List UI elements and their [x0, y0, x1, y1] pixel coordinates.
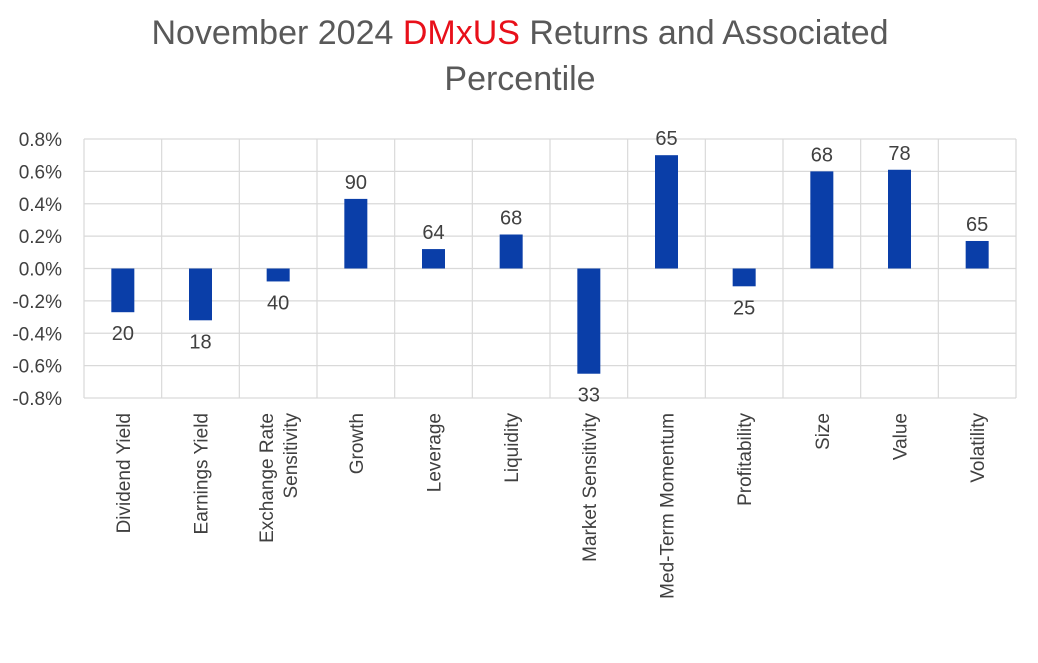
data-label: 68	[500, 208, 522, 230]
y-tick-label: -0.6%	[12, 357, 62, 378]
data-label: 65	[966, 214, 988, 236]
category-label-line: Earnings Yield	[192, 413, 213, 534]
y-tick-label: 0.6%	[19, 162, 62, 183]
y-tick-label: 0.0%	[19, 260, 62, 281]
category-label-line: Dividend Yield	[114, 413, 135, 533]
data-label: 18	[189, 331, 211, 353]
category-label: Profitability	[735, 413, 756, 506]
bar	[266, 268, 290, 282]
data-label: 65	[655, 128, 677, 150]
chart-title-highlight: DMxUS	[402, 14, 520, 52]
category-label-line: Size	[813, 413, 834, 450]
bar	[810, 171, 834, 269]
data-label: 64	[422, 222, 444, 244]
data-label: 33	[578, 385, 600, 407]
bar	[888, 169, 911, 269]
category-label: Med-Term Momentum	[658, 413, 679, 599]
bar	[344, 198, 368, 269]
data-label: 25	[733, 297, 755, 319]
category-label-line: Leverage	[425, 413, 446, 492]
category-label: Growth	[347, 413, 368, 474]
category-label-line: Growth	[347, 413, 368, 474]
data-label: 90	[345, 172, 367, 194]
x-axis-labels: Dividend Yield Earnings Yield Exchange Rat…	[114, 413, 989, 599]
category-label: Market Sensitivity	[580, 413, 601, 562]
category-label-line: Value	[891, 413, 912, 460]
y-axis-ticks: 0.8% 0.6% 0.4% 0.2% 0.0% -0.2% -0.4% -0.6% -0.8%	[12, 130, 62, 410]
bar	[577, 268, 601, 374]
bar	[189, 268, 212, 321]
category-label-line: Sensitivity	[281, 413, 302, 499]
category-label: Leverage	[425, 413, 446, 492]
bar	[655, 155, 678, 269]
y-tick-label: 0.4%	[19, 195, 62, 216]
y-tick-label: -0.2%	[12, 292, 62, 313]
y-tick-label: -0.8%	[12, 389, 62, 410]
bar	[965, 240, 989, 269]
bar	[499, 234, 523, 269]
y-tick-label: 0.2%	[19, 227, 62, 248]
category-label-line: Exchange Rate	[257, 413, 278, 543]
gridlines	[83, 138, 1017, 399]
category-label: Volatility	[968, 413, 989, 483]
data-label: 40	[267, 292, 289, 314]
category-label-line: Liquidity	[502, 413, 523, 483]
y-tick-label: -0.4%	[12, 324, 62, 345]
category-label: Dividend Yield	[114, 413, 135, 533]
chart-title-part: November 2024	[151, 14, 403, 52]
bar	[111, 268, 135, 313]
category-label: Earnings Yield	[192, 413, 213, 534]
chart-title: November 2024 DMxUS Returns and Associat…	[60, 10, 980, 102]
category-label: Exchange Rate Sensitivity	[257, 413, 302, 543]
chart-title-line2: Percentile	[444, 60, 596, 98]
category-label-line: Med-Term Momentum	[658, 413, 679, 599]
data-label: 20	[112, 323, 134, 345]
chart-title-part: Returns and Associated	[519, 14, 889, 52]
data-label: 68	[811, 144, 833, 166]
bar	[732, 268, 756, 287]
bar	[422, 249, 445, 269]
category-label-line: Profitability	[735, 413, 756, 506]
y-tick-label: 0.8%	[19, 130, 62, 151]
category-label: Size	[813, 413, 834, 450]
data-labels: 20 18 40 90 64 68 33 65 25 68 78 65	[112, 128, 989, 407]
bars	[111, 155, 989, 374]
category-label: Liquidity	[502, 413, 523, 483]
category-label-line: Market Sensitivity	[580, 413, 601, 562]
category-label: Value	[891, 413, 912, 460]
data-label: 78	[888, 143, 910, 165]
category-label-line: Volatility	[968, 413, 989, 483]
